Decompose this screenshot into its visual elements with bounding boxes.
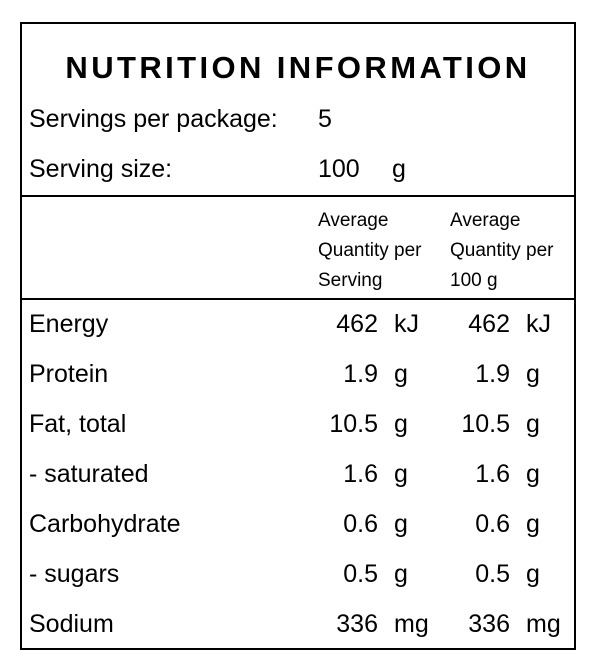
serving-size-unit: g: [392, 155, 406, 183]
per-100g-unit: g: [526, 410, 540, 438]
per-serving-value: 0.5: [343, 560, 378, 588]
panel-title: NUTRITION INFORMATION: [65, 50, 531, 85]
per-serving-value: 1.6: [343, 460, 378, 488]
table-row: Fat, total 10.5 g 10.5 g: [22, 410, 574, 460]
nutrient-name: Energy: [29, 310, 109, 338]
per-serving-value: 10.5: [329, 410, 378, 438]
per-serving-unit: g: [394, 460, 408, 488]
serving-size-label: Serving size:: [29, 155, 173, 183]
per-serving-unit: mg: [394, 610, 429, 638]
per-serving-unit: g: [394, 410, 408, 438]
nutrient-name: Carbohydrate: [29, 510, 181, 538]
column-header-line: Average: [318, 210, 389, 231]
per-100g-unit: kJ: [526, 310, 551, 338]
serving-size-value: 100: [318, 155, 360, 183]
column-header-line: Quantity per: [450, 240, 554, 261]
per-serving-unit: g: [394, 360, 408, 388]
table-row: Energy 462 kJ 462 kJ: [22, 310, 574, 360]
column-header-line: Quantity per: [318, 240, 422, 261]
per-serving-value: 462: [336, 310, 378, 338]
per-100g-value: 1.9: [475, 360, 510, 388]
per-100g-unit: mg: [526, 610, 561, 638]
table-row: Carbohydrate 0.6 g 0.6 g: [22, 510, 574, 560]
nutrient-name: - sugars: [29, 560, 120, 588]
per-serving-value: 1.9: [343, 360, 378, 388]
table-row: - saturated 1.6 g 1.6 g: [22, 460, 574, 510]
nutrient-name: Protein: [29, 360, 109, 388]
nutrient-name: - saturated: [29, 460, 149, 488]
per-serving-value: 336: [336, 610, 378, 638]
per-serving-value: 0.6: [343, 510, 378, 538]
per-100g-value: 462: [468, 310, 510, 338]
per-100g-value: 1.6: [475, 460, 510, 488]
column-header-per-serving: Average Quantity per Serving: [318, 206, 448, 296]
column-header-per-100g: Average Quantity per 100 g: [450, 206, 580, 296]
divider-header: [22, 298, 574, 300]
divider-top: [22, 195, 574, 197]
servings-value: 5: [318, 105, 332, 133]
column-header-line: Serving: [318, 270, 383, 291]
per-100g-value: 0.5: [475, 560, 510, 588]
column-header-line: 100 g: [450, 270, 498, 291]
servings-label: Servings per package:: [29, 105, 278, 133]
per-100g-unit: g: [526, 360, 540, 388]
nutrient-name: Sodium: [29, 610, 114, 638]
per-100g-value: 336: [468, 610, 510, 638]
per-serving-unit: kJ: [394, 310, 419, 338]
per-100g-value: 0.6: [475, 510, 510, 538]
nutrient-name: Fat, total: [29, 410, 127, 438]
table-row: Protein 1.9 g 1.9 g: [22, 360, 574, 410]
per-serving-unit: g: [394, 510, 408, 538]
table-row: Sodium 336 mg 336 mg: [22, 610, 574, 660]
per-100g-value: 10.5: [461, 410, 510, 438]
per-100g-unit: g: [526, 460, 540, 488]
nutrition-panel: NUTRITION INFORMATION Servings per packa…: [20, 22, 576, 650]
per-serving-unit: g: [394, 560, 408, 588]
per-100g-unit: g: [526, 560, 540, 588]
column-header-line: Average: [450, 210, 521, 231]
per-100g-unit: g: [526, 510, 540, 538]
table-row: - sugars 0.5 g 0.5 g: [22, 560, 574, 610]
